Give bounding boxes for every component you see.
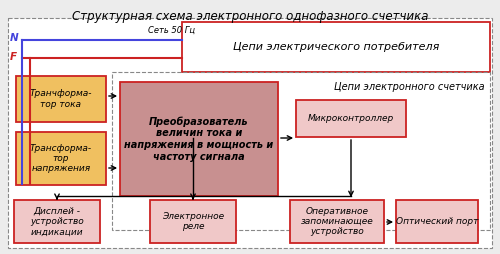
Text: Сеть 50 Гц: Сеть 50 Гц [148, 25, 195, 35]
Text: Транчформа-
тор тока: Транчформа- тор тока [30, 89, 92, 109]
Bar [14, 200, 100, 243]
Bar [296, 100, 406, 137]
Bar [16, 76, 106, 122]
Text: Оптический порт: Оптический порт [396, 217, 478, 226]
Text: N: N [10, 33, 18, 43]
Text: Электронное
реле: Электронное реле [162, 212, 224, 231]
Text: Структурная схема электронного однофазного счетчика: Структурная схема электронного однофазно… [72, 10, 428, 23]
Bar [150, 200, 236, 243]
Bar [112, 72, 490, 230]
Bar [16, 132, 106, 185]
Text: F: F [10, 52, 17, 62]
Bar [396, 200, 478, 243]
Text: Оперативное
запоминающее
устройство: Оперативное запоминающее устройство [300, 207, 374, 236]
Bar [120, 82, 278, 196]
Text: Трансформа-
тор
напряжения: Трансформа- тор напряжения [30, 144, 92, 173]
Bar [290, 200, 384, 243]
Text: Микроконтроллер: Микроконтроллер [308, 114, 394, 123]
Text: Преобразователь
величин тока и
напряжения в мощность и
частоту сигнала: Преобразователь величин тока и напряжени… [124, 116, 274, 162]
Text: Цепи электронного счетчика: Цепи электронного счетчика [334, 82, 485, 92]
Text: Дисплей -
устройство
индикации: Дисплей - устройство индикации [30, 207, 84, 236]
Bar [182, 22, 490, 72]
Text: Цепи электрического потребителя: Цепи электрического потребителя [233, 42, 439, 52]
